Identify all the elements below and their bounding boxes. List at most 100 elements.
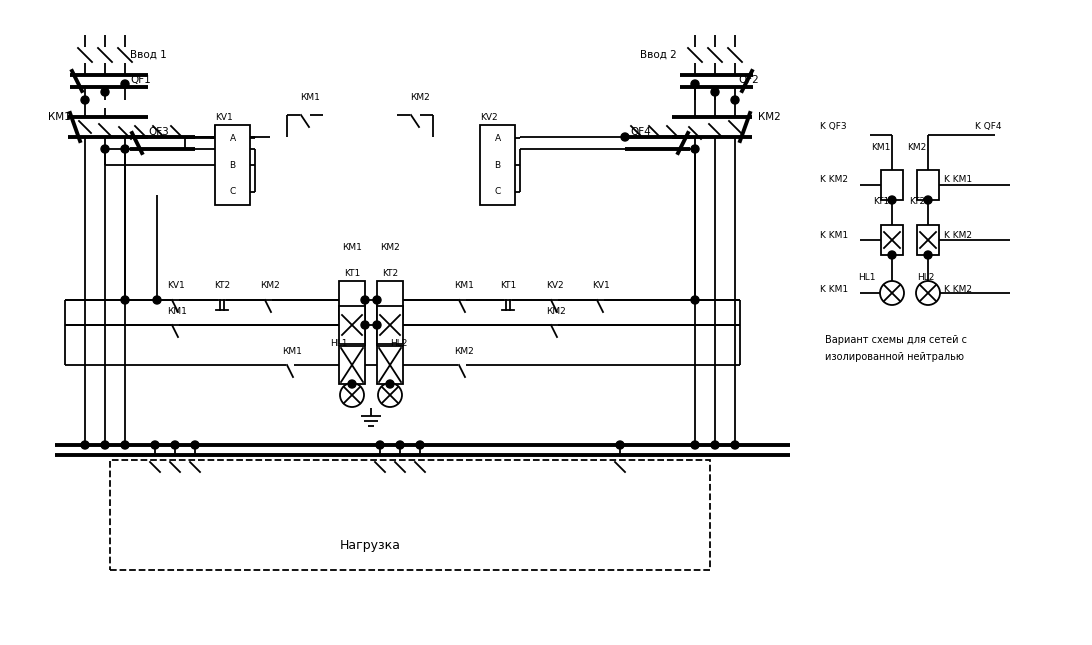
Text: KV1: KV1 [215,112,233,121]
Circle shape [153,296,161,304]
Circle shape [711,441,719,449]
Text: KV1: KV1 [592,281,609,290]
Text: КМ2: КМ2 [454,346,474,355]
Text: A: A [229,134,236,143]
Text: K KM2: K KM2 [943,230,972,239]
Circle shape [348,380,356,388]
Text: B: B [229,161,236,170]
Circle shape [340,383,364,407]
Text: K QF4: K QF4 [975,123,1001,132]
Circle shape [373,296,381,304]
Text: КМ2: КМ2 [546,306,566,315]
Circle shape [691,145,699,153]
Text: КМ1: КМ1 [454,281,474,290]
Bar [377,281,403,319]
Text: Ввод 1: Ввод 1 [130,50,167,60]
Circle shape [416,441,424,449]
Circle shape [171,441,179,449]
Circle shape [121,296,129,304]
Text: КМ2: КМ2 [260,281,280,290]
Circle shape [100,88,109,96]
Circle shape [100,145,109,153]
Bar [215,125,250,205]
Text: Ввод 2: Ввод 2 [640,50,677,60]
Bar [339,306,365,344]
Text: KM2: KM2 [907,143,927,152]
Circle shape [621,133,629,141]
Circle shape [361,296,369,304]
Circle shape [711,88,719,96]
Text: КМ1: КМ1 [300,92,320,101]
Circle shape [151,441,159,449]
Text: КМ2: КМ2 [380,244,400,252]
Text: KT2: KT2 [214,281,230,290]
Circle shape [361,321,369,329]
Text: K QF3: K QF3 [820,123,846,132]
Text: KT2: KT2 [382,268,399,277]
Text: HL2: HL2 [390,339,407,348]
Text: K KM1: K KM1 [820,230,848,239]
Circle shape [376,441,384,449]
Circle shape [100,441,109,449]
Circle shape [924,196,931,204]
Text: K KM1: K KM1 [820,286,848,295]
Circle shape [880,281,904,305]
Text: KT1: KT1 [873,197,889,206]
Bar [917,170,939,200]
Circle shape [121,145,129,153]
Circle shape [121,80,129,88]
Circle shape [121,441,129,449]
Text: K KM1: K KM1 [943,175,972,184]
Circle shape [81,441,90,449]
Text: KT1: KT1 [344,268,360,277]
Circle shape [373,321,381,329]
Bar [917,225,939,255]
Circle shape [616,441,624,449]
Text: КМ1: КМ1 [342,244,361,252]
Text: K KM2: K KM2 [943,286,972,295]
Circle shape [731,441,739,449]
Text: HL1: HL1 [330,339,347,348]
Bar [881,170,903,200]
Text: Вариант схемы для сетей с: Вариант схемы для сетей с [824,335,968,345]
Text: C: C [495,187,500,196]
Text: QF1: QF1 [130,75,151,85]
Circle shape [691,296,699,304]
Text: B: B [495,161,500,170]
Circle shape [731,96,739,104]
Circle shape [396,441,404,449]
Text: Нагрузка: Нагрузка [340,539,401,551]
Bar [480,125,515,205]
Circle shape [691,80,699,88]
Text: КМ1: КМ1 [48,112,71,122]
Bar [881,225,903,255]
Circle shape [385,380,394,388]
Circle shape [191,441,199,449]
Circle shape [691,441,699,449]
Text: КМ2: КМ2 [410,92,430,101]
Text: HL1: HL1 [858,273,876,283]
Text: QF4: QF4 [630,127,651,137]
Text: KV2: KV2 [546,281,563,290]
Text: QF3: QF3 [149,127,169,137]
Text: HL2: HL2 [917,273,935,283]
Text: KM1: KM1 [871,143,891,152]
Text: KT1: KT1 [500,281,517,290]
Circle shape [888,251,897,259]
Text: KT2: KT2 [909,197,925,206]
Circle shape [924,251,931,259]
Text: изолированной нейтралью: изолированной нейтралью [824,352,964,362]
Text: A: A [495,134,500,143]
Bar [110,460,710,570]
Circle shape [888,196,897,204]
Circle shape [81,96,90,104]
Text: КМ1: КМ1 [167,306,187,315]
Bar [377,346,403,384]
Bar [339,346,365,384]
Text: K KM2: K KM2 [820,175,848,184]
Text: C: C [229,187,236,196]
Bar [377,306,403,344]
Text: КМ1: КМ1 [282,346,301,355]
Text: КМ2: КМ2 [758,112,781,122]
Text: KV2: KV2 [480,112,498,121]
